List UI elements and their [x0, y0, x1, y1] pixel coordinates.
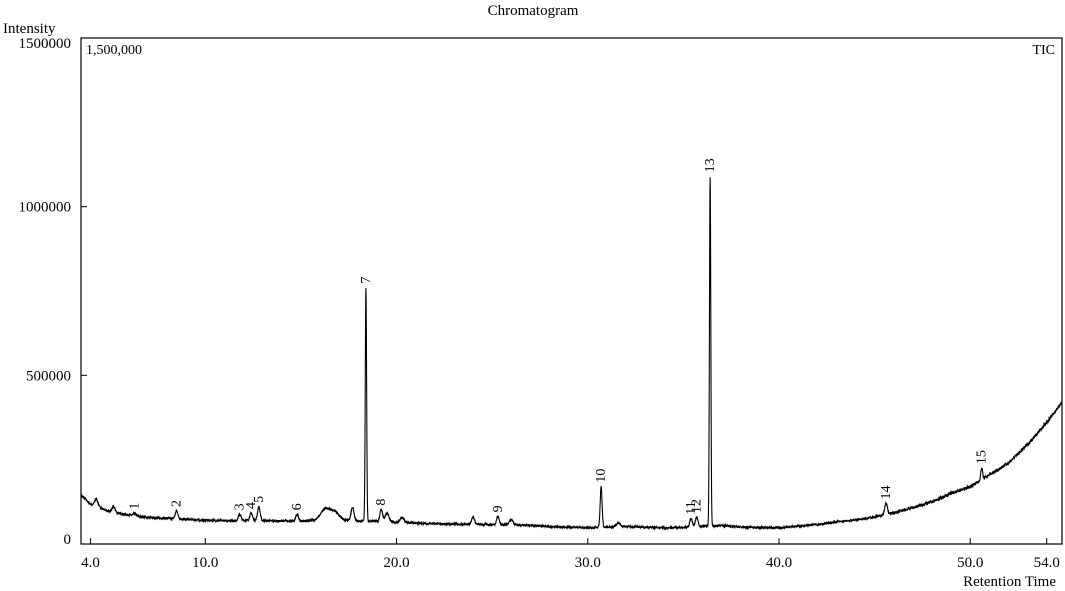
plot-frame [80, 37, 1063, 545]
peak-label: 8 [374, 499, 389, 506]
x-tick-label: 40.0 [766, 555, 792, 571]
x-tick-label: 50.0 [957, 555, 983, 571]
x-tick-label: 54.0 [1034, 555, 1060, 571]
peak-label: 1 [128, 503, 143, 510]
x-tick-label: 20.0 [383, 555, 409, 571]
chart-title: Chromatogram [488, 3, 579, 19]
x-tick-label: 30.0 [575, 555, 601, 571]
peak-label: 10 [594, 469, 609, 483]
peak-label: 15 [975, 450, 990, 464]
peak-label: 14 [879, 486, 894, 500]
peak-label: 7 [359, 277, 374, 284]
x-axis-label: Retention Time [963, 574, 1056, 590]
x-axis-ticks: 4.0 10.0 20.0 30.0 40.0 50.0 54.0 [81, 538, 1060, 571]
y-tick-label: 1000000 [19, 200, 72, 216]
peak-label: 2 [170, 500, 185, 507]
peak-label: 9 [491, 505, 506, 512]
y-axis-label: Intensity [3, 21, 56, 37]
trace-label: TIC [1032, 43, 1055, 58]
scale-label: 1,500,000 [86, 43, 142, 58]
peak-label: 5 [252, 496, 267, 503]
y-tick-label: 0 [64, 532, 72, 548]
peak-label: 12 [690, 499, 705, 513]
peak-label: 6 [290, 503, 305, 510]
x-tick-label: 4.0 [81, 555, 100, 571]
y-axis-ticks: 0 500000 1000000 1500000 [19, 36, 87, 548]
y-tick-label: 500000 [26, 368, 71, 384]
peak-label: 4 [244, 502, 259, 509]
x-tick-label: 10.0 [192, 555, 218, 571]
peak-label: 13 [703, 158, 718, 172]
peak-label: 11 [684, 501, 699, 514]
tic-trace-line [80, 177, 1063, 531]
y-tick-label: 1500000 [19, 36, 72, 52]
peak-label: 3 [233, 503, 248, 510]
